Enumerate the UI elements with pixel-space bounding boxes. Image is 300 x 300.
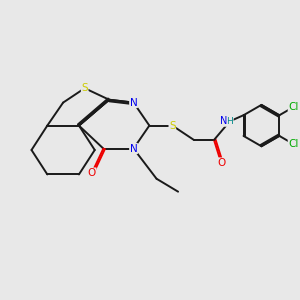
Text: Cl: Cl <box>288 139 298 149</box>
Text: N: N <box>130 144 137 154</box>
Text: S: S <box>169 121 176 130</box>
Text: H: H <box>226 117 233 126</box>
Text: O: O <box>217 158 225 168</box>
Text: S: S <box>81 83 88 93</box>
Text: N: N <box>220 116 227 126</box>
Text: Cl: Cl <box>288 102 298 112</box>
Text: N: N <box>130 98 137 108</box>
Text: O: O <box>88 168 96 178</box>
